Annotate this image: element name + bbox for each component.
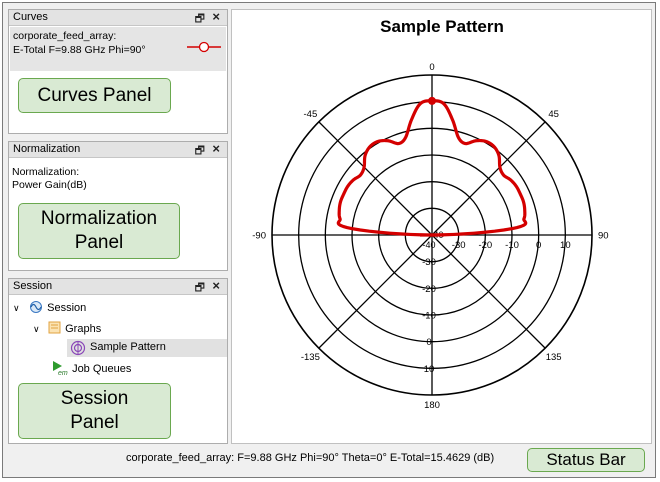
tree-node-session[interactable]: ∨ Session: [13, 301, 86, 314]
chevron-down-icon[interactable]: ∨: [33, 324, 40, 334]
curves-panel: Curves 🗗 × corporate_feed_array: E-Total…: [8, 9, 228, 134]
normalization-panel-callout-line1: Normalization: [40, 208, 158, 229]
session-wave-icon: [30, 301, 43, 313]
radial-tick-label: 10: [424, 364, 435, 375]
tree-label-job-queues: Job Queues: [72, 363, 132, 375]
tree-label-graphs: Graphs: [65, 323, 102, 335]
status-bar-callout: Status Bar: [527, 448, 645, 472]
curves-panel-callout-text: Curves Panel: [37, 84, 152, 106]
graphs-folder-icon: [48, 321, 61, 334]
angle-tick-label: -90: [252, 231, 266, 242]
normalization-panel-callout: Normalization Panel: [18, 203, 180, 259]
normalization-panel-header: Normalization 🗗 ×: [9, 141, 227, 158]
session-panel-callout: Session Panel: [18, 383, 171, 439]
close-icon[interactable]: ×: [212, 9, 220, 24]
polar-pattern-icon: [70, 340, 86, 356]
tree-label-session: Session: [47, 302, 87, 314]
tree-node-job-queues[interactable]: em Job Queues: [51, 360, 132, 377]
close-icon[interactable]: ×: [212, 141, 220, 156]
restore-window-icon[interactable]: 🗗: [194, 282, 205, 294]
radial-center-label: -40: [422, 240, 435, 250]
radial-tick-label: 10: [560, 240, 571, 251]
normalization-panel-title: Normalization: [13, 143, 81, 155]
curve-item-name: corporate_feed_array:: [13, 30, 117, 42]
curve-line-swatch-icon: [187, 41, 221, 53]
session-panel-callout-line1: Session: [60, 388, 129, 409]
plot-area: Sample Pattern 0 45 90 135 180 -135 -90 -45 -30 -…: [231, 9, 652, 444]
radial-tick-label: 0: [426, 337, 431, 348]
normalization-panel-callout-line2: Panel: [74, 232, 124, 253]
curves-panel-header: Curves 🗗 ×: [9, 9, 227, 26]
curves-panel-callout: Curves Panel: [18, 78, 171, 113]
angle-tick-label: -135: [301, 352, 320, 363]
polar-plot[interactable]: Sample Pattern 0 45 90 135 180 -135 -90 -45 -30 -…: [232, 10, 651, 443]
angle-tick-label: 0: [429, 62, 434, 73]
session-panel: Session 🗗 × ∨ Session ∨ Graphs Sample Pa…: [8, 278, 228, 444]
normalization-value: Power Gain(dB): [12, 179, 87, 191]
curves-panel-title: Curves: [13, 11, 48, 23]
job-queue-em-icon: em: [53, 361, 68, 377]
radial-tick-label: -10: [422, 311, 436, 322]
curve-list-item[interactable]: corporate_feed_array: E-Total F=9.88 GHz…: [10, 27, 226, 71]
chevron-down-icon[interactable]: ∨: [13, 303, 20, 313]
tree-node-sample-pattern[interactable]: Sample Pattern: [67, 339, 227, 357]
angle-tick-label: 45: [548, 109, 559, 120]
restore-window-icon[interactable]: 🗗: [194, 13, 205, 25]
radial-tick-label: -10: [505, 240, 519, 251]
restore-window-icon[interactable]: 🗗: [194, 145, 205, 157]
curve-item-description: E-Total F=9.88 GHz Phi=90°: [13, 44, 146, 56]
tree-node-graphs[interactable]: ∨ Graphs: [33, 321, 101, 335]
status-bar-callout-text: Status Bar: [546, 450, 626, 469]
normalization-panel: Normalization 🗗 × Normalization: Power G…: [8, 141, 228, 271]
grid-spoke: [431, 121, 546, 236]
session-panel-title: Session: [13, 280, 53, 292]
radial-tick-label: -30: [452, 240, 466, 251]
grid-spoke: [318, 234, 433, 349]
session-panel-header: Session 🗗 ×: [9, 278, 227, 295]
angle-tick-label: 135: [546, 352, 562, 363]
close-icon[interactable]: ×: [212, 278, 220, 293]
angle-tick-label: -45: [304, 109, 318, 120]
plot-title: Sample Pattern: [380, 17, 504, 36]
grid-spoke: [431, 234, 546, 349]
tree-label-sample-pattern: Sample Pattern: [90, 341, 166, 353]
normalization-label: Normalization:: [12, 166, 80, 178]
session-panel-callout-line2: Panel: [70, 412, 119, 433]
svg-text:em: em: [58, 370, 68, 376]
pattern-trace-group: [336, 96, 528, 237]
radial-tick-label: -30: [422, 257, 436, 268]
angle-tick-label: 90: [598, 231, 609, 242]
radial-tick-label: -20: [478, 240, 492, 251]
peak-marker: [428, 96, 436, 105]
angle-tick-label: 180: [424, 400, 440, 411]
radial-tick-label: -20: [422, 284, 436, 295]
grid-spoke: [318, 121, 433, 236]
radial-tick-label: 0: [536, 240, 541, 251]
status-bar-text: corporate_feed_array: F=9.88 GHz Phi=90°…: [126, 452, 495, 464]
